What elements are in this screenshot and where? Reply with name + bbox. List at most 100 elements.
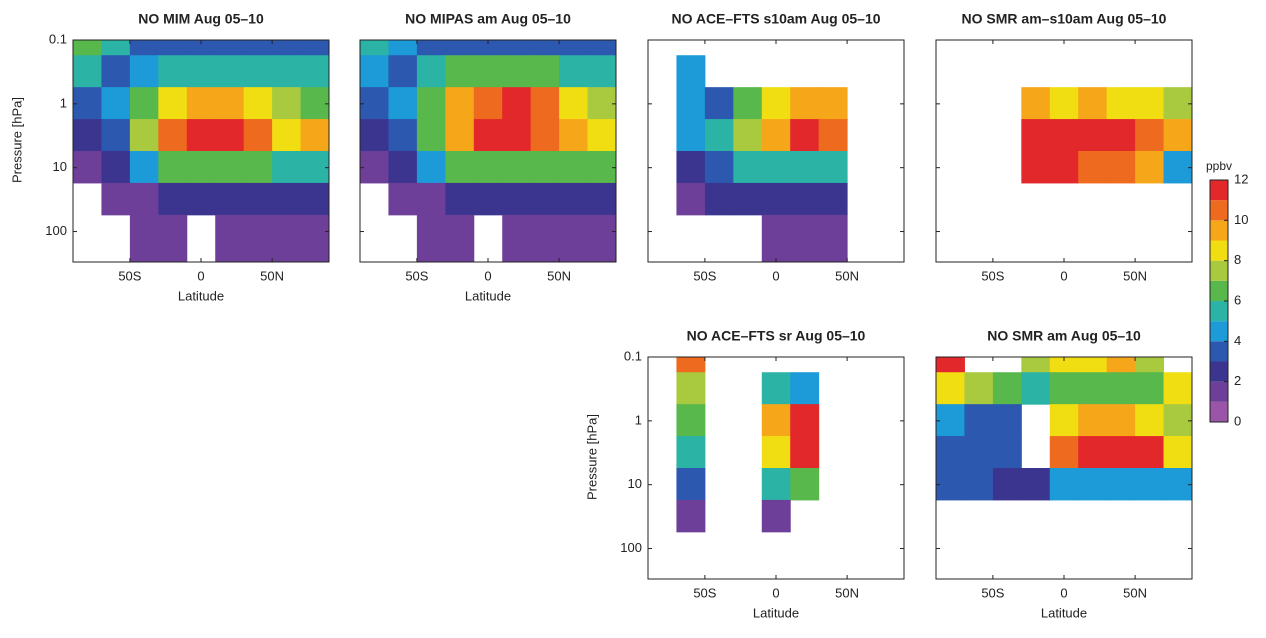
contour-cell <box>1021 372 1051 405</box>
contour-cell <box>445 182 475 216</box>
contour-cell <box>676 468 706 501</box>
contour-cell <box>186 87 216 120</box>
contour-cell <box>676 357 706 373</box>
contour-cell <box>818 214 848 262</box>
contour-cell <box>761 372 791 405</box>
contour-cell <box>300 151 329 184</box>
contour-cell <box>1049 436 1079 469</box>
colorbar-swatch <box>1210 200 1228 221</box>
contour-cell <box>992 436 1022 469</box>
contour-cell <box>502 87 532 120</box>
contour-cell <box>272 214 302 262</box>
contour-cell <box>676 87 706 120</box>
contour-cell <box>388 87 418 120</box>
contour-cell <box>272 182 302 216</box>
contour-cell <box>158 214 188 262</box>
contour-cell <box>1049 119 1079 152</box>
x-axis-label: Latitude <box>753 605 799 620</box>
contour-cell <box>129 182 159 216</box>
contour-cell <box>1078 87 1108 120</box>
panel-title: NO SMR am Aug 05–10 <box>987 328 1141 344</box>
contour-cell <box>416 119 446 152</box>
contour-cell <box>73 87 102 120</box>
contour-cell <box>243 182 273 216</box>
contour-cell <box>1021 357 1051 373</box>
contour-cell <box>1021 151 1051 184</box>
contour-cell <box>243 214 273 262</box>
contour-cell <box>158 151 188 184</box>
contour-cell <box>300 119 329 152</box>
contour-cell <box>1106 87 1136 120</box>
x-tick-label: 50N <box>1123 585 1147 600</box>
contour-cell <box>704 87 734 120</box>
y-tick-label: 0.1 <box>49 31 67 46</box>
colorbar-tick-label: 2 <box>1234 373 1241 388</box>
contour-cell <box>416 87 446 120</box>
contour-cell <box>1106 372 1136 405</box>
contour-cell <box>243 151 273 184</box>
contour-cell <box>676 404 706 437</box>
contour-cell <box>964 436 994 469</box>
contour-cell <box>676 372 706 405</box>
x-tick-label: 50S <box>405 268 428 283</box>
x-tick-label: 0 <box>484 268 491 283</box>
contour-cell <box>243 119 273 152</box>
contour-cell <box>73 55 102 88</box>
contour-cell <box>733 182 763 216</box>
contour-cell <box>1078 404 1108 437</box>
contour-cell <box>559 55 589 88</box>
contour-cell <box>272 87 302 120</box>
contour-cell <box>559 182 589 216</box>
contour-cell <box>761 436 791 469</box>
contour-cell <box>186 151 216 184</box>
contour-cell <box>992 468 1022 501</box>
contour-cell <box>992 404 1022 437</box>
contour-cell <box>1021 119 1051 152</box>
contour-cell <box>790 182 820 216</box>
contour-cell <box>1163 372 1192 405</box>
contour-cell <box>473 55 503 88</box>
contour-cell <box>559 40 589 56</box>
contour-cell <box>1049 357 1079 373</box>
contour-cell <box>416 55 446 88</box>
contour-cell <box>73 151 102 184</box>
contour-cell <box>101 55 131 88</box>
contour-cell <box>676 499 706 533</box>
contour-cell <box>587 40 616 56</box>
contour-cell <box>1163 87 1192 120</box>
plot-area <box>676 357 820 533</box>
contour-cell <box>761 404 791 437</box>
contour-cell <box>300 87 329 120</box>
contour-cell <box>818 119 848 152</box>
contour-cell <box>530 182 560 216</box>
contour-cell <box>733 119 763 152</box>
contour-cell <box>272 151 302 184</box>
contour-cell <box>502 40 532 56</box>
contour-cell <box>559 87 589 120</box>
contour-cell <box>790 214 820 262</box>
contour-cell <box>818 182 848 216</box>
contour-cell <box>790 468 820 501</box>
contour-cell <box>502 182 532 216</box>
contour-cell <box>243 87 273 120</box>
panel-title: NO SMR am–s10am Aug 05–10 <box>962 11 1167 27</box>
x-tick-label: 0 <box>772 585 779 600</box>
x-tick-label: 50S <box>981 268 1004 283</box>
x-tick-label: 50N <box>835 585 859 600</box>
contour-cell <box>360 55 389 88</box>
contour-cell <box>360 119 389 152</box>
colorbar-swatch <box>1210 260 1228 281</box>
colorbar-swatch <box>1210 220 1228 241</box>
colorbar-swatch <box>1210 321 1228 342</box>
x-tick-label: 0 <box>197 268 204 283</box>
x-axis-label: Latitude <box>1041 605 1087 620</box>
contour-cell <box>1135 357 1165 373</box>
contour-cell <box>186 55 216 88</box>
contour-cell <box>559 214 589 262</box>
contour-cell <box>530 119 560 152</box>
contour-cell <box>388 182 418 216</box>
contour-cell <box>215 214 245 262</box>
contour-cell <box>73 119 102 152</box>
contour-cell <box>761 468 791 501</box>
panel-title: NO ACE–FTS s10am Aug 05–10 <box>671 11 880 27</box>
